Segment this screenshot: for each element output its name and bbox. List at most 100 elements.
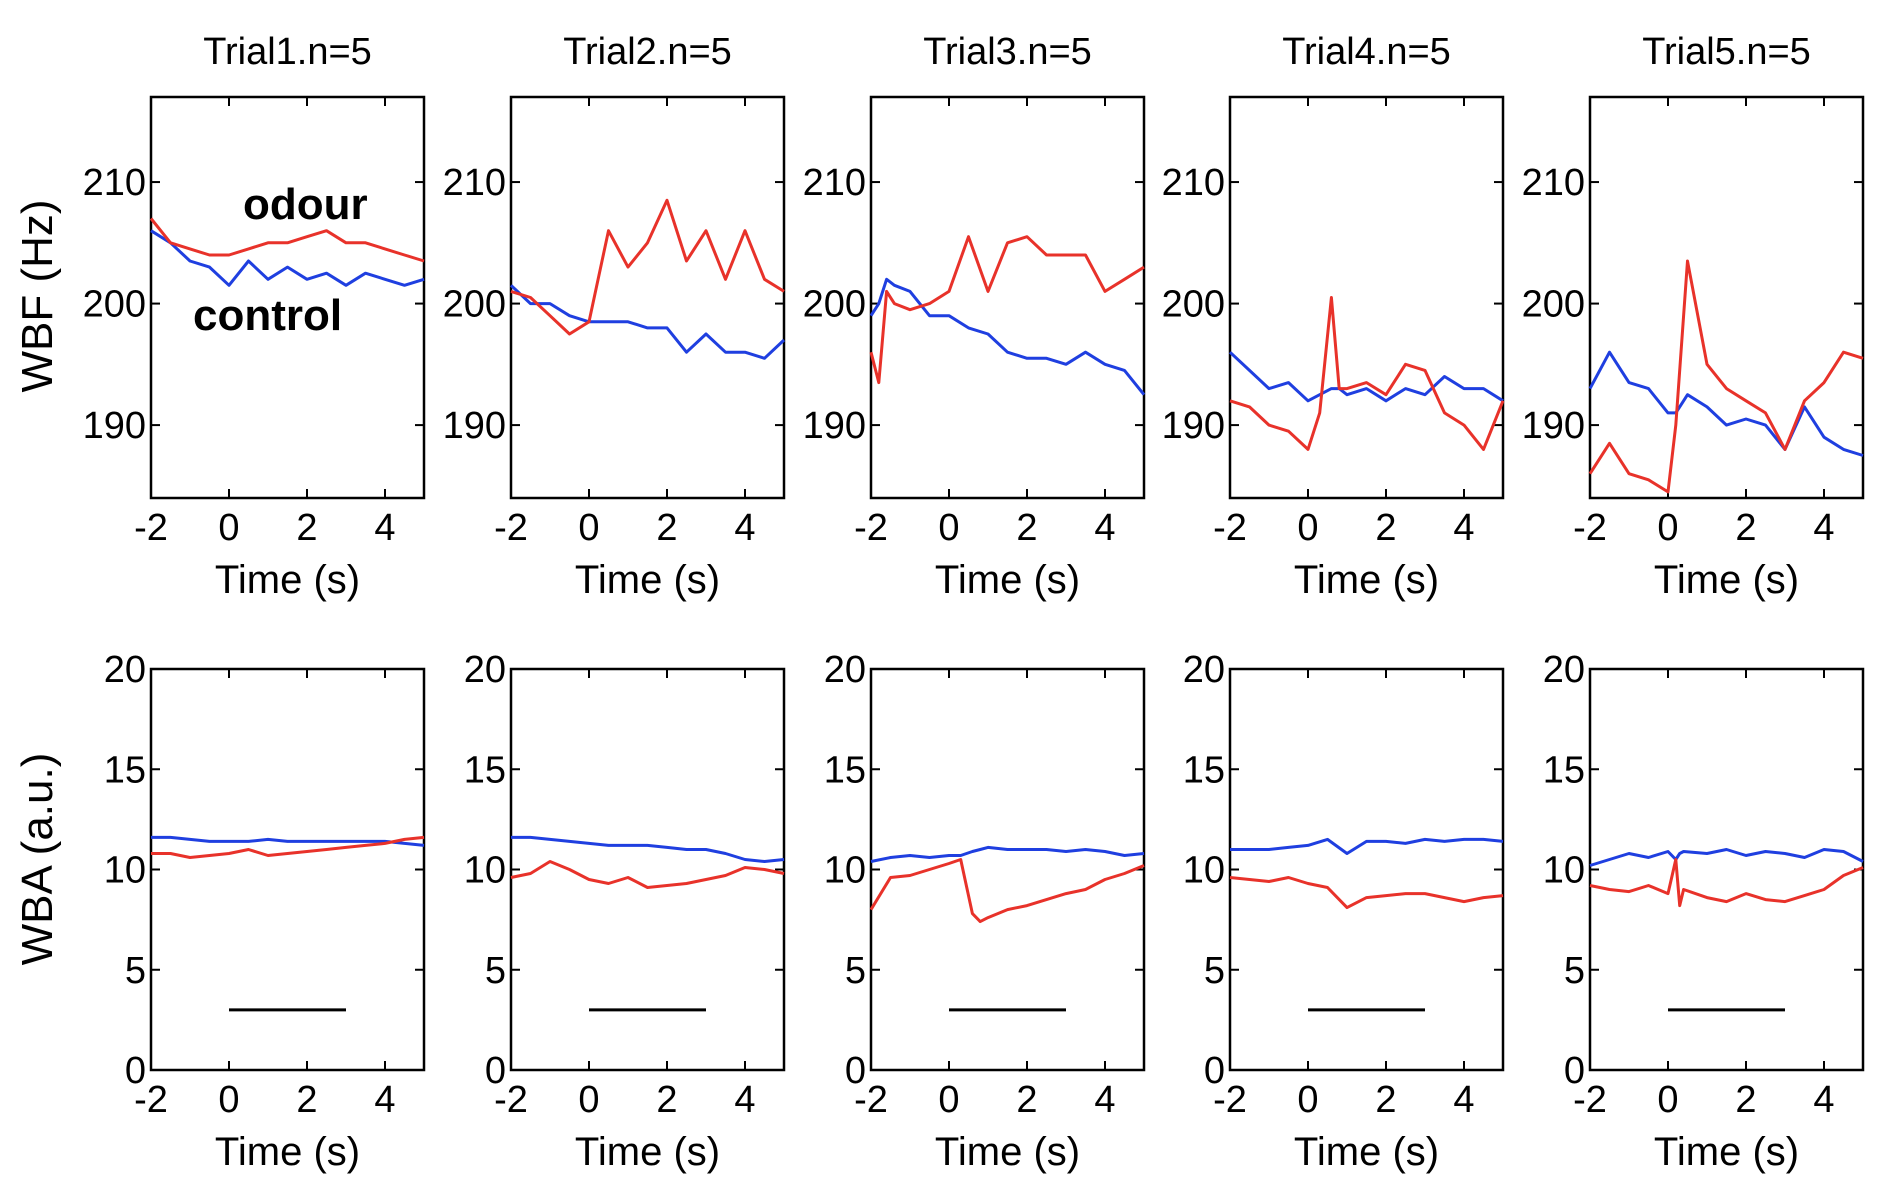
x-tick-label: -2 [1213, 1079, 1247, 1121]
y-tick-label: 5 [1204, 950, 1225, 992]
y-tick-label: 20 [104, 649, 146, 691]
x-axis-label: Time (s) [1294, 558, 1439, 602]
x-tick-label: 0 [218, 507, 239, 549]
x-axis-label: Time (s) [575, 1130, 720, 1174]
panel-title: Trial5.n=5 [1642, 31, 1811, 73]
series-line-odour [869, 235, 1145, 385]
y-tick-label: 210 [443, 162, 506, 204]
x-tick-label: 0 [938, 507, 959, 549]
series-line-control [511, 835, 785, 863]
y-tick-label: 10 [824, 850, 866, 892]
x-tick-label: -2 [854, 1079, 888, 1121]
x-tick-label: 0 [1657, 507, 1678, 549]
y-tick-label: 20 [1183, 649, 1225, 691]
x-tick-label: 4 [1094, 507, 1115, 549]
plot-frame [509, 95, 786, 500]
panel-3: Trial3.n=5 -2 0 2 4 190 200 210 Time (s) [803, 31, 1146, 602]
x-axis-label: Time (s) [215, 1130, 360, 1174]
panel-5: Trial5.n=5 -2 0 2 4 190 200 210 Time (s) [1522, 31, 1865, 602]
x-tick-label: 4 [734, 1079, 755, 1121]
x-tick-label: 2 [1016, 507, 1037, 549]
x-tick-label: -2 [134, 1079, 168, 1121]
x-tick-label: 0 [938, 1079, 959, 1121]
series-line-odour [1588, 259, 1864, 494]
x-tick-label: -2 [1213, 507, 1247, 549]
series-line-odour [149, 217, 425, 263]
y-tick-label: 15 [1183, 749, 1225, 791]
y-tick-label: 20 [824, 649, 866, 691]
x-axis-label: Time (s) [215, 558, 360, 602]
panel-title: Trial2.n=5 [563, 31, 732, 73]
series-line-control [150, 229, 425, 287]
y-tick-label: 20 [464, 649, 506, 691]
x-axis-label: Time (s) [1654, 1130, 1799, 1174]
y-tick-label: 190 [443, 405, 506, 447]
x-tick-label: 2 [1375, 1079, 1396, 1121]
y-tick-label: 200 [83, 284, 146, 326]
row-label-wbf: WBF (Hz) [13, 199, 62, 392]
series-line-control [151, 835, 425, 847]
y-tick-label: 0 [845, 1050, 866, 1092]
y-tick-label: 15 [1543, 749, 1585, 791]
x-axis-label: Time (s) [935, 1130, 1080, 1174]
plot-frame [149, 95, 426, 500]
series-line-odour [510, 860, 785, 889]
y-tick-label: 5 [485, 950, 506, 992]
y-tick-label: 0 [125, 1050, 146, 1092]
x-tick-label: 2 [1375, 507, 1396, 549]
legend-control-label: control [193, 291, 342, 340]
y-tick-label: 5 [125, 950, 146, 992]
legend-odour-label: odour [243, 180, 368, 229]
x-tick-label: -2 [134, 507, 168, 549]
series-line-control [1230, 837, 1504, 855]
x-tick-label: 0 [578, 1079, 599, 1121]
x-tick-label: 4 [1813, 507, 1834, 549]
x-tick-label: 0 [578, 507, 599, 549]
x-tick-label: 2 [296, 1079, 317, 1121]
y-tick-label: 0 [485, 1050, 506, 1092]
series-line-odour [1229, 876, 1504, 910]
x-tick-label: 2 [1016, 1079, 1037, 1121]
x-tick-label: 2 [1735, 507, 1756, 549]
x-tick-label: 4 [374, 507, 395, 549]
panel-title: Trial4.n=5 [1282, 31, 1451, 73]
x-tick-label: 2 [656, 1079, 677, 1121]
x-tick-label: 0 [218, 1079, 239, 1121]
y-tick-label: 210 [83, 162, 146, 204]
x-tick-label: 0 [1297, 507, 1318, 549]
y-tick-label: 210 [1522, 162, 1585, 204]
x-tick-label: 2 [296, 507, 317, 549]
x-tick-label: -2 [1573, 507, 1607, 549]
x-tick-label: -2 [494, 1079, 528, 1121]
row-label-wba: WBA (a.u.) [13, 753, 62, 966]
y-tick-label: 200 [443, 284, 506, 326]
series-line-odour [869, 858, 1145, 924]
x-tick-label: -2 [854, 507, 888, 549]
y-tick-label: 15 [824, 749, 866, 791]
x-tick-label: -2 [1573, 1079, 1607, 1121]
series-line-odour [1229, 296, 1505, 451]
series-line-control [509, 284, 786, 360]
y-tick-label: 10 [464, 850, 506, 892]
panel-title: Trial1.n=5 [203, 31, 372, 73]
series-line-control [869, 277, 1146, 396]
panel-2: Trial2.n=5 -2 0 2 4 190 200 210 Time (s) [443, 31, 786, 602]
x-axis-label: Time (s) [575, 558, 720, 602]
x-tick-label: 2 [1735, 1079, 1756, 1121]
panel-1: Trial1.n=5 -2 0 2 4 190 200 210 Time (s) [83, 31, 426, 602]
y-tick-label: 190 [83, 405, 146, 447]
x-tick-label: -2 [494, 507, 528, 549]
y-tick-label: 190 [1162, 405, 1225, 447]
x-tick-label: 0 [1657, 1079, 1678, 1121]
panel-4: Trial4.n=5 -2 0 2 4 190 200 210 Time (s) [1162, 31, 1505, 602]
y-tick-label: 5 [845, 950, 866, 992]
panel-title: Trial3.n=5 [923, 31, 1092, 73]
plot-frame [1228, 95, 1505, 500]
x-tick-label: 4 [1453, 507, 1474, 549]
y-tick-label: 15 [104, 749, 146, 791]
